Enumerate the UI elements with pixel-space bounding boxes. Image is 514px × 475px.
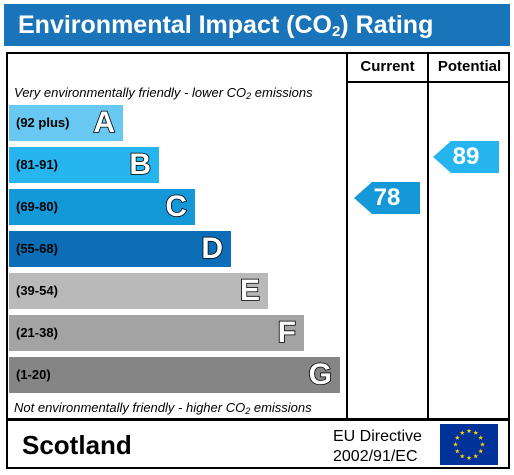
column-divider-potential xyxy=(427,52,429,420)
eu-star-icon xyxy=(459,430,465,435)
eu-star-icon xyxy=(466,428,472,434)
header-divider xyxy=(346,81,510,83)
band-range: (81-91) xyxy=(16,157,58,172)
bottom-note: Not environmentally friendly - higher CO… xyxy=(14,400,312,416)
band-d: (55-68) D xyxy=(9,231,231,267)
eu-star-icon xyxy=(454,448,460,454)
band-range: (1-20) xyxy=(16,367,51,382)
band-c: (69-80) C xyxy=(9,189,195,225)
band-letter: A xyxy=(93,105,116,140)
band-letter: D xyxy=(201,231,224,266)
band-letter: F xyxy=(277,315,297,350)
eu-flag-icon xyxy=(440,424,498,465)
directive-line-2: 2002/91/EC xyxy=(333,448,418,465)
region-name: Scotland xyxy=(22,430,132,460)
eu-star-icon xyxy=(473,430,479,435)
potential-column-header: Potential xyxy=(437,58,502,75)
band-e: (39-54) E xyxy=(9,273,268,309)
band-g: (1-20) G xyxy=(9,357,340,393)
eu-star-icon xyxy=(473,453,479,459)
eu-star-icon xyxy=(480,441,485,447)
eu-star-icon xyxy=(466,455,472,461)
eu-star-icon xyxy=(453,441,458,447)
rating-title: Environmental Impact (CO2) Rating xyxy=(4,4,510,46)
eu-star-icon xyxy=(478,448,484,454)
eu-directive: EU Directive 2002/91/EC xyxy=(333,427,422,467)
eu-star-icon xyxy=(478,435,484,440)
eu-star-icon xyxy=(454,435,460,440)
band-range: (55-68) xyxy=(16,241,58,256)
band-b: (81-91) B xyxy=(9,147,159,183)
column-divider-current xyxy=(346,52,348,420)
band-letter: B xyxy=(129,147,152,182)
band-letter: G xyxy=(308,357,333,392)
top-note: Very environmentally friendly - lower CO… xyxy=(14,85,313,101)
eu-star-icon xyxy=(459,453,465,459)
directive-line-1: EU Directive xyxy=(333,428,422,445)
band-range: (92 plus) xyxy=(16,115,70,130)
band-range: (21-38) xyxy=(16,325,58,340)
band-range: (69-80) xyxy=(16,199,58,214)
band-range: (39-54) xyxy=(16,283,58,298)
band-f: (21-38) F xyxy=(9,315,304,351)
band-letter: E xyxy=(239,273,261,308)
band-letter: C xyxy=(165,189,188,224)
band-a: (92 plus) A xyxy=(9,105,123,141)
footer: Scotland xyxy=(6,419,510,469)
current-column-header: Current xyxy=(360,58,415,75)
